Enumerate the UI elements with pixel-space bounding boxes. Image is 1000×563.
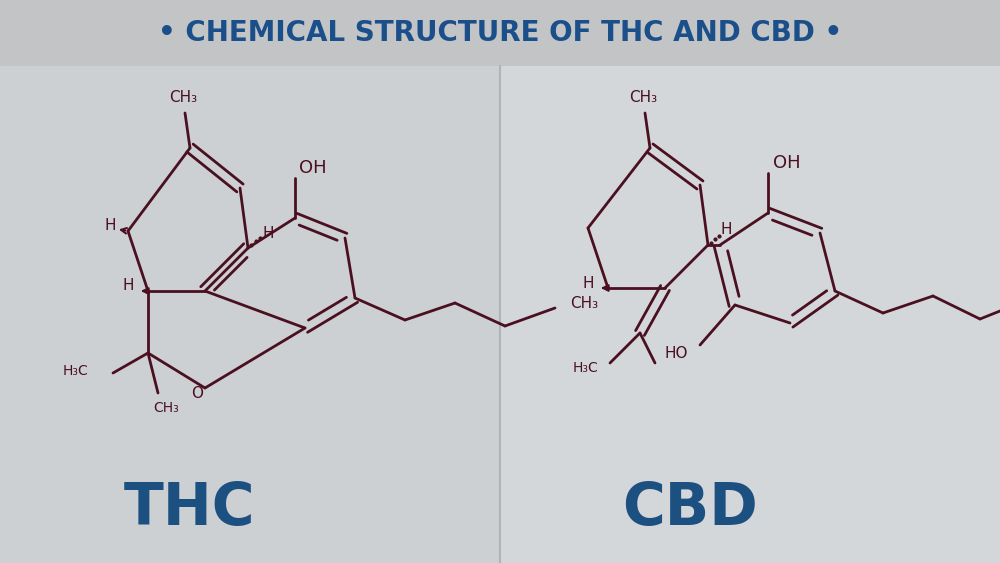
Bar xyxy=(0,66,500,563)
Text: OH: OH xyxy=(299,159,327,177)
Text: CBD: CBD xyxy=(622,480,758,537)
Text: H: H xyxy=(720,222,732,238)
Bar xyxy=(0,0,1000,66)
Text: • CHEMICAL STRUCTURE OF THC AND CBD •: • CHEMICAL STRUCTURE OF THC AND CBD • xyxy=(158,19,842,47)
Text: HO: HO xyxy=(664,346,688,360)
Text: O: O xyxy=(191,386,203,400)
Text: CH₃: CH₃ xyxy=(570,296,598,311)
Text: CH₃: CH₃ xyxy=(169,91,197,105)
Text: H: H xyxy=(582,275,594,291)
Text: OH: OH xyxy=(773,154,801,172)
Text: THC: THC xyxy=(124,480,256,537)
Text: H₃C: H₃C xyxy=(572,361,598,375)
Text: H₃C: H₃C xyxy=(62,364,88,378)
Text: H: H xyxy=(104,218,116,234)
Text: H: H xyxy=(122,279,134,293)
Bar xyxy=(500,66,1000,563)
Text: CH₃: CH₃ xyxy=(629,91,657,105)
Text: H: H xyxy=(262,226,274,240)
Text: CH₃: CH₃ xyxy=(153,401,179,415)
